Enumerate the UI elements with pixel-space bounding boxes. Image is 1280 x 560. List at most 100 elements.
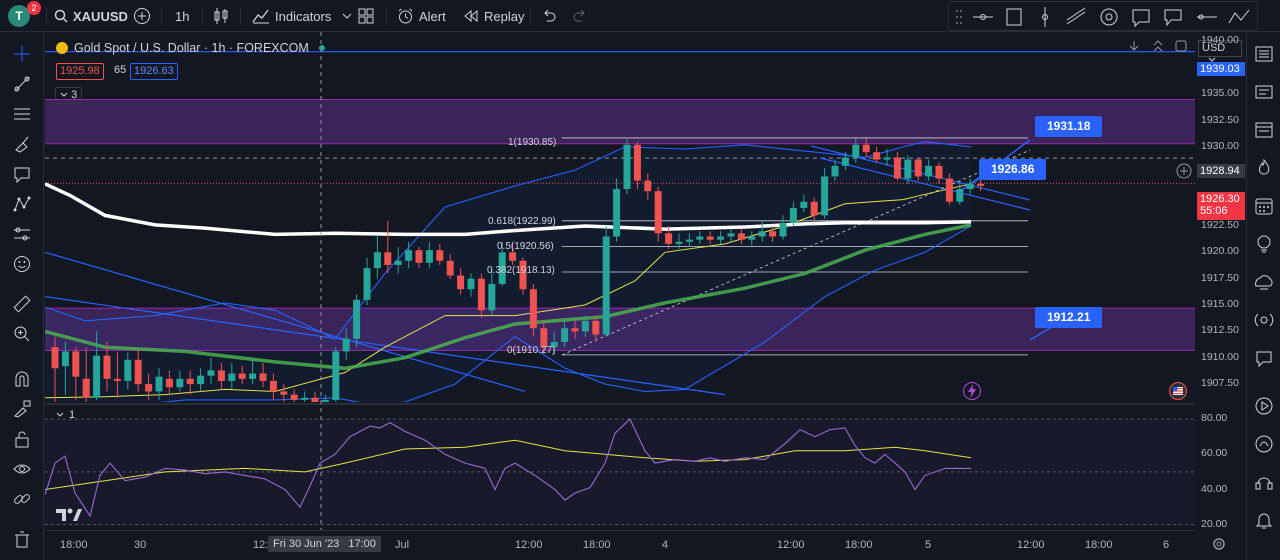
drag-handle-icon[interactable]	[956, 10, 962, 24]
price-callout-upper[interactable]: 1931.18	[1035, 116, 1103, 137]
bar-countdown: 55:06	[1200, 205, 1228, 217]
trend-line-icon[interactable]	[10, 72, 34, 96]
price-tick-label: 1940.00	[1201, 34, 1239, 47]
path-icon[interactable]	[1228, 9, 1250, 24]
emoji-icon[interactable]	[10, 252, 34, 276]
rectangle-icon[interactable]	[1006, 8, 1022, 26]
ray-icon[interactable]	[1197, 14, 1217, 20]
candle	[727, 233, 735, 237]
price-callout-lower[interactable]: 1912.21	[1035, 307, 1103, 328]
candle	[956, 189, 964, 202]
currency-select[interactable]: USD	[1198, 40, 1242, 62]
chart-type-button[interactable]	[213, 0, 229, 32]
price-callout-current[interactable]: 1926.86	[979, 159, 1047, 180]
collapse-icon	[1153, 40, 1163, 52]
us-flag-icon[interactable]	[1168, 381, 1188, 404]
candle	[800, 201, 808, 209]
trash-icon[interactable]	[10, 527, 34, 551]
candle	[945, 178, 953, 202]
price-tick-label: 1932.50	[1201, 113, 1239, 126]
candle	[883, 157, 891, 160]
time-label: 18:00	[1085, 539, 1113, 551]
layouts-button[interactable]	[358, 0, 374, 32]
eye-icon[interactable]	[10, 457, 34, 481]
undo-button[interactable]	[541, 0, 557, 32]
user-avatar[interactable]: T	[8, 5, 30, 27]
measure-tool-icon[interactable]	[10, 222, 34, 246]
candle	[72, 351, 80, 377]
vertical-line-icon[interactable]	[1042, 7, 1048, 27]
candle	[852, 144, 860, 158]
lightning-icon[interactable]	[962, 381, 982, 404]
ideas-icon[interactable]	[1252, 232, 1276, 256]
price-axis[interactable]: 1940.001937.501935.001932.501930.001927.…	[1195, 32, 1246, 530]
candle	[977, 183, 985, 186]
indicators-button[interactable]: Indicators	[252, 0, 352, 32]
pane-maximize-button[interactable]	[1175, 40, 1187, 55]
streams-icon[interactable]	[1252, 308, 1276, 332]
candle	[519, 260, 527, 290]
ruler-icon[interactable]	[10, 292, 34, 316]
candle	[238, 373, 246, 379]
lock-icon[interactable]	[10, 427, 34, 451]
chevron-down-icon	[60, 92, 68, 97]
fib-tool-icon[interactable]	[10, 102, 34, 126]
candle	[290, 394, 298, 400]
candle	[685, 239, 693, 242]
replay-button[interactable]: Replay	[463, 0, 524, 32]
white-moving-average	[45, 182, 972, 237]
time-label: 18:00	[60, 539, 88, 551]
buy-price[interactable]: 1926.63	[130, 63, 178, 80]
text-icon[interactable]	[10, 162, 34, 186]
comment-icon[interactable]	[1132, 9, 1150, 28]
add-alert-plus-icon[interactable]	[1176, 163, 1192, 182]
horizontal-line-icon[interactable]	[973, 14, 993, 20]
fib-circle-icon[interactable]	[1100, 8, 1118, 26]
pane-down-button[interactable]	[1128, 40, 1140, 55]
time-axis[interactable]: 18:00 30 12: Jul 12:00 18:00 4 12:00 18:…	[45, 530, 1195, 560]
watchlist-icon[interactable]	[1252, 42, 1276, 66]
candle	[904, 159, 912, 179]
help-icon[interactable]	[1252, 470, 1276, 494]
zoom-icon[interactable]	[10, 322, 34, 346]
time-label: 18:00	[583, 539, 611, 551]
chat-icon[interactable]	[1252, 346, 1276, 370]
tradingview-logo[interactable]	[56, 505, 82, 526]
magnet-icon[interactable]	[10, 367, 34, 391]
lock-drawing-icon[interactable]	[10, 397, 34, 421]
callout-icon[interactable]	[1164, 9, 1182, 27]
pane-collapse-button[interactable]	[1152, 40, 1164, 55]
calendar-icon[interactable]	[1252, 194, 1276, 218]
symbol-search-button[interactable]: XAUUSD	[54, 0, 128, 32]
symbol-legend[interactable]: Gold Spot / U.S. Dollar · 1h · FOREXCOM	[56, 41, 325, 55]
alerts-icon[interactable]	[1252, 80, 1276, 104]
indicator-collapse-button[interactable]: 3	[55, 87, 83, 104]
hotlist-icon[interactable]	[1252, 156, 1276, 180]
osc-tick-label: 40.00	[1201, 482, 1228, 495]
candle	[789, 208, 797, 223]
candle	[623, 144, 631, 190]
candle	[893, 157, 901, 179]
replay-icon[interactable]	[1252, 394, 1276, 418]
candle	[384, 252, 392, 265]
interval-button[interactable]: 1h	[175, 0, 189, 32]
sell-price[interactable]: 1925.98	[56, 63, 104, 80]
settings-gear-icon[interactable]	[1212, 537, 1226, 554]
pine-icon[interactable]	[1252, 432, 1276, 456]
brush-icon[interactable]	[10, 132, 34, 156]
link-icon[interactable]	[10, 487, 34, 511]
candle	[113, 378, 121, 381]
oscillator-legend[interactable]: 1	[56, 409, 75, 421]
news-icon[interactable]	[1252, 270, 1276, 294]
notifications-icon[interactable]	[1252, 508, 1276, 532]
alert-button[interactable]: Alert	[397, 0, 446, 32]
notification-badge: 2	[27, 1, 41, 15]
data-window-icon[interactable]	[1252, 118, 1276, 142]
compare-button[interactable]	[133, 0, 151, 32]
crosshair-time-tag: Fri 30 Jun '23 17:00	[268, 536, 381, 552]
parallel-channel-icon[interactable]	[1066, 7, 1086, 25]
pattern-icon[interactable]	[10, 192, 34, 216]
redo-button[interactable]	[572, 0, 588, 32]
crosshair-icon[interactable]	[10, 42, 34, 66]
